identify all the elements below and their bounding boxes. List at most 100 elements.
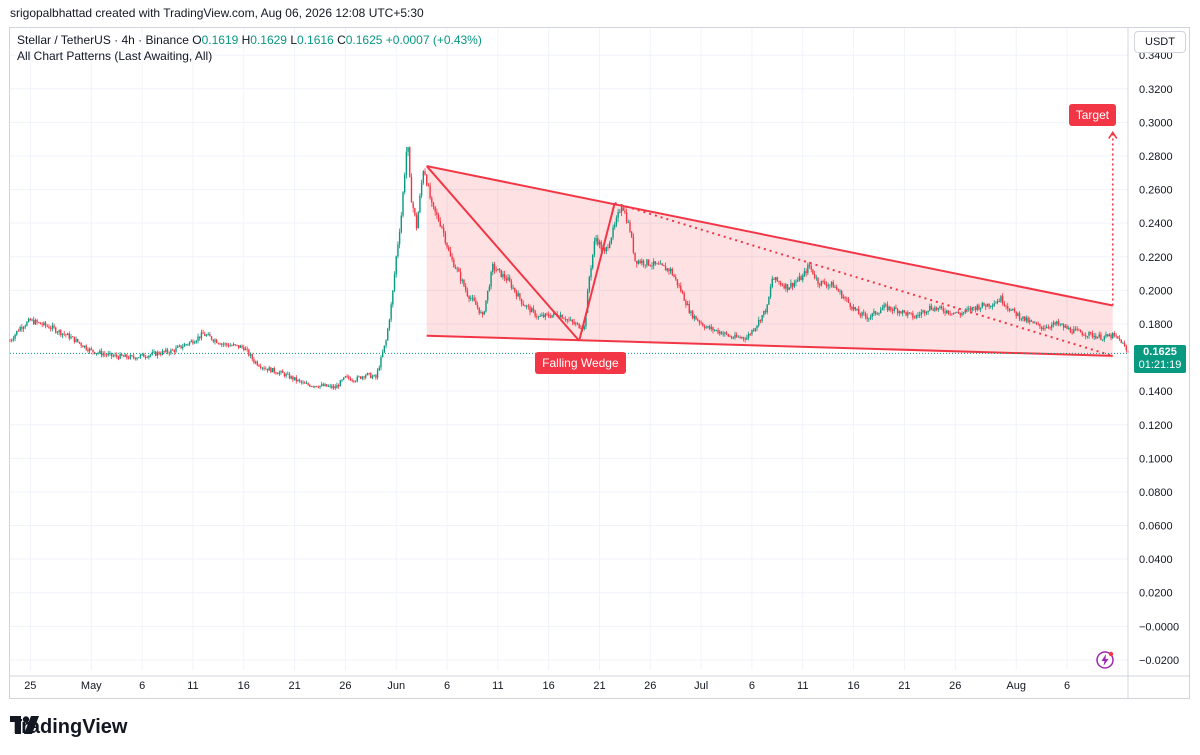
candle-body <box>793 282 795 287</box>
candle-body <box>209 334 211 337</box>
brand-name: TradingView <box>10 716 128 738</box>
candle-body <box>38 322 40 324</box>
candle-body <box>651 265 653 267</box>
candle-body <box>1029 320 1031 323</box>
candle-body <box>1090 331 1092 334</box>
candle-body <box>354 381 357 383</box>
low-value: 0.1616 <box>297 33 334 47</box>
candle-body <box>280 371 282 373</box>
y-tick-label: 0.3000 <box>1139 117 1173 129</box>
candle-body <box>151 352 153 355</box>
candle-body <box>127 357 130 359</box>
target-label[interactable]: Target <box>1068 104 1117 127</box>
candle-body <box>1012 308 1014 310</box>
candle-body <box>852 306 855 310</box>
candle-body <box>764 310 767 313</box>
candle-body <box>210 336 213 340</box>
symbol-label: Stellar / TetherUS · 4h · Binance <box>17 33 189 47</box>
candle-body <box>22 327 25 329</box>
x-tick-label: 26 <box>339 680 351 692</box>
candle-body <box>839 291 841 292</box>
candle-body <box>39 322 42 325</box>
candle-body <box>473 297 475 301</box>
currency-unit-button[interactable]: USDT <box>1134 31 1186 53</box>
candle-body <box>442 227 445 233</box>
candle-body <box>66 333 69 336</box>
candle-body <box>505 278 508 281</box>
candle-body <box>297 379 299 382</box>
lightning-bolt-icon[interactable] <box>1095 650 1115 670</box>
candle-body <box>226 343 228 345</box>
candle-body <box>461 279 463 281</box>
candle-body <box>385 340 387 346</box>
candle-body <box>324 384 326 386</box>
candle-body <box>44 322 47 326</box>
x-tick-label: Jul <box>694 680 708 692</box>
candle-body <box>727 334 729 337</box>
candle-body <box>712 327 714 331</box>
candle-body <box>1095 335 1097 339</box>
candle-body <box>691 311 694 319</box>
candle-body <box>497 268 499 271</box>
candle-body <box>541 315 543 317</box>
candle-body <box>166 349 169 353</box>
y-tick-label: 0.0400 <box>1139 554 1173 566</box>
candle-body <box>957 311 960 314</box>
candle-body <box>1098 334 1100 337</box>
falling-wedge-label[interactable]: Falling Wedge <box>535 351 626 374</box>
candle-body <box>676 279 679 286</box>
candle-body <box>149 354 152 356</box>
candle-body <box>153 351 155 353</box>
candle-body <box>1105 334 1107 337</box>
candle-body <box>156 352 159 356</box>
candle-body <box>878 313 880 314</box>
x-tick-label: 6 <box>749 680 755 692</box>
candle-body <box>456 268 458 270</box>
candle-body <box>900 311 902 314</box>
candle-body <box>544 313 546 318</box>
candle-body <box>686 303 689 306</box>
candle-body <box>300 380 303 383</box>
candle-body <box>719 331 721 334</box>
candle-body <box>204 333 206 336</box>
candle-body <box>351 380 353 382</box>
candle-body <box>1117 336 1119 339</box>
candle-body <box>915 315 917 318</box>
candle-body <box>1108 334 1111 337</box>
candle-body <box>409 147 411 177</box>
candle-body <box>969 308 972 311</box>
x-tick-label: 21 <box>288 680 300 692</box>
candle-body <box>99 350 101 353</box>
candle-body <box>444 232 447 243</box>
candle-body <box>576 323 579 325</box>
candle-body <box>829 284 831 286</box>
candle-body <box>825 284 828 287</box>
candle-body <box>309 384 311 387</box>
close-value: 0.1625 <box>345 33 383 47</box>
candle-body <box>942 308 945 312</box>
candle-body <box>854 306 856 310</box>
last-price-tag: 0.1625 01:21:19 <box>1134 345 1186 373</box>
x-tick-label: 16 <box>847 680 859 692</box>
candle-body <box>817 277 819 285</box>
candle-body <box>1066 326 1068 329</box>
candle-body <box>322 384 325 386</box>
candle-body <box>446 242 448 248</box>
candle-body <box>1008 308 1011 311</box>
tradingview-logo[interactable]: TradingView <box>10 716 127 739</box>
candle-body <box>527 305 530 307</box>
candle-body <box>1123 343 1126 347</box>
candle-body <box>478 307 480 314</box>
candle-body <box>234 344 236 346</box>
candle-body <box>708 326 711 329</box>
chart-frame[interactable] <box>9 27 1190 699</box>
candle-body <box>944 311 946 313</box>
candle-body <box>9 340 11 342</box>
candle-body <box>844 297 846 299</box>
high-value: 0.1629 <box>250 33 287 47</box>
candle-body <box>246 348 248 350</box>
candle-body <box>1049 327 1051 329</box>
candle-body <box>143 353 145 358</box>
candle-body <box>773 278 775 280</box>
